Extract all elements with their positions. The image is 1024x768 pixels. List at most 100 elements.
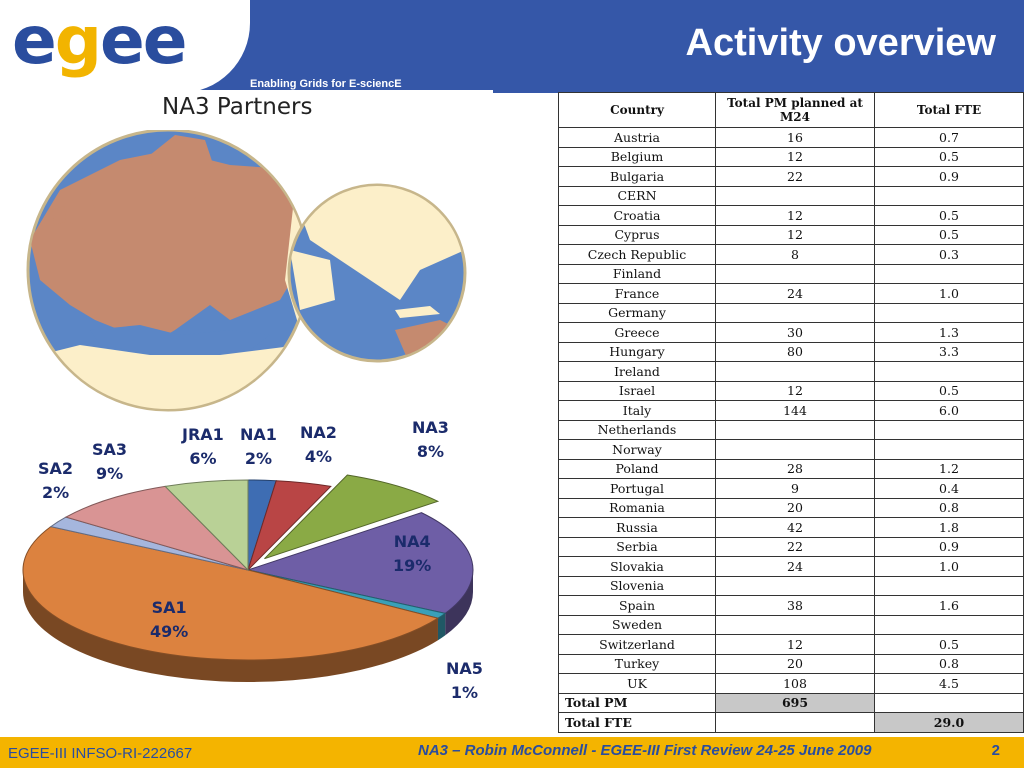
cell-fte: 0.9	[874, 536, 1024, 557]
table-row: Romania 20 0.8	[558, 497, 1024, 518]
tagline: Enabling Grids for E-sciencE	[250, 78, 402, 90]
cell-pm	[715, 361, 875, 382]
cell-fte: 0.9	[874, 166, 1024, 187]
cell-fte	[874, 439, 1024, 460]
table-row: Portugal 9 0.4	[558, 478, 1024, 499]
mediterranean	[90, 325, 270, 355]
cell-pm	[715, 419, 875, 440]
slide-title: Activity overview	[685, 22, 996, 64]
cell-fte: 6.0	[874, 400, 1024, 421]
table-row: Croatia 12 0.5	[558, 205, 1024, 226]
country-table: Country Total PM planned at M24 Total FT…	[558, 92, 1024, 733]
table-row: Switzerland 12 0.5	[558, 634, 1024, 655]
total-fte-empty	[715, 712, 875, 733]
partner-map	[26, 130, 467, 412]
logo-background	[0, 0, 250, 93]
pie-slice-na4	[246, 512, 474, 614]
table-row: Slovenia	[558, 575, 1024, 596]
cell-country: Slovakia	[558, 556, 716, 577]
col-header-pm: Total PM planned at M24	[715, 92, 875, 128]
col-header-country: Country	[558, 92, 716, 128]
pie-chart	[0, 410, 520, 740]
pie-side-sa1	[22, 570, 438, 682]
cell-pm	[715, 439, 875, 460]
cell-pm	[715, 185, 875, 206]
table-row: CERN	[558, 185, 1024, 206]
cell-fte: 0.5	[874, 380, 1024, 401]
pie-label-sa3: SA3 9%	[92, 440, 128, 483]
cell-country: France	[558, 283, 716, 304]
cell-country: Austria	[558, 127, 716, 148]
pie-label-na1: NA1 2%	[240, 425, 277, 468]
cell-pm: 24	[715, 556, 875, 577]
pie-side-na4	[445, 570, 473, 636]
total-fte-value: 29.0	[874, 712, 1024, 733]
total-pm-label: Total PM	[558, 692, 716, 713]
north-africa	[29, 345, 307, 409]
cell-fte: 0.3	[874, 244, 1024, 265]
cell-country: Netherlands	[558, 419, 716, 440]
cell-country: Hungary	[558, 341, 716, 362]
footer-project-id: EGEE-III INFSO-RI-222667	[8, 745, 193, 762]
table-row: Russia 42 1.8	[558, 517, 1024, 538]
cell-country: Bulgaria	[558, 166, 716, 187]
total-pm-value: 695	[715, 692, 875, 713]
pie-label-na4: NA4 19%	[393, 532, 432, 575]
cell-pm: 42	[715, 517, 875, 538]
cell-fte: 0.5	[874, 205, 1024, 226]
table-row: Norway	[558, 439, 1024, 460]
pie-slice-na2	[247, 480, 332, 571]
pie-label-na2: NA2 4%	[300, 423, 337, 466]
cell-country: Italy	[558, 400, 716, 421]
cell-pm: 12	[715, 380, 875, 401]
pie-slice-na3	[264, 474, 440, 560]
egee-logo: egee	[12, 2, 188, 79]
cell-fte: 0.7	[874, 127, 1024, 148]
cell-pm: 12	[715, 146, 875, 167]
table-row: Serbia 22 0.9	[558, 536, 1024, 557]
cell-country: Norway	[558, 439, 716, 460]
pie-svg	[22, 474, 474, 682]
table-row: Greece 30 1.3	[558, 322, 1024, 343]
table-row: Spain 38 1.6	[558, 595, 1024, 616]
cell-pm: 12	[715, 205, 875, 226]
map-title: NA3 Partners	[162, 94, 313, 120]
cell-country: Turkey	[558, 653, 716, 674]
cell-fte: 0.5	[874, 146, 1024, 167]
cell-pm: 8	[715, 244, 875, 265]
table-row: Bulgaria 22 0.9	[558, 166, 1024, 187]
cell-fte: 0.5	[874, 634, 1024, 655]
cell-pm	[715, 614, 875, 635]
asia-landmass	[290, 186, 464, 300]
table-row: Netherlands	[558, 419, 1024, 440]
uk-ireland	[52, 185, 95, 230]
table-row: Italy 144 6.0	[558, 400, 1024, 421]
cell-fte: 3.3	[874, 341, 1024, 362]
cell-pm: 20	[715, 497, 875, 518]
cell-pm: 144	[715, 400, 875, 421]
cell-country: Finland	[558, 263, 716, 284]
cell-country: Cyprus	[558, 224, 716, 245]
pie-label-sa2: SA2 2%	[38, 459, 74, 502]
cell-pm: 20	[715, 653, 875, 674]
cell-pm: 9	[715, 478, 875, 499]
pie-slice-sa1	[22, 526, 440, 661]
cell-pm	[715, 263, 875, 284]
pie-label-na5: NA5 1%	[446, 659, 483, 702]
arabia	[290, 250, 335, 310]
cell-fte: 1.0	[874, 556, 1024, 577]
table-row: Slovakia 24 1.0	[558, 556, 1024, 577]
cell-country: Slovenia	[558, 575, 716, 596]
table-header-row: Country Total PM planned at M24 Total FT…	[558, 92, 1024, 128]
cell-pm: 22	[715, 166, 875, 187]
pie-slice-jra1	[164, 479, 249, 572]
cell-country: UK	[558, 673, 716, 694]
cell-fte	[874, 614, 1024, 635]
col-header-fte: Total FTE	[874, 92, 1024, 128]
cell-pm: 12	[715, 634, 875, 655]
cell-fte	[874, 185, 1024, 206]
table-row: Austria 16 0.7	[558, 127, 1024, 148]
cell-country: CERN	[558, 185, 716, 206]
table-row: Poland 28 1.2	[558, 458, 1024, 479]
cell-fte	[874, 575, 1024, 596]
